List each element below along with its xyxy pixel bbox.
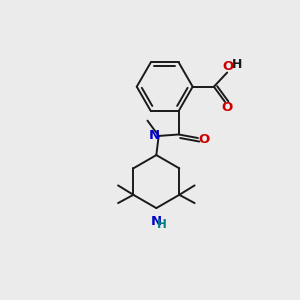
Text: H: H [232, 58, 243, 71]
Text: H: H [157, 218, 166, 231]
Text: O: O [199, 133, 210, 146]
Text: O: O [221, 101, 232, 114]
Text: N: N [151, 214, 162, 228]
Text: N: N [149, 129, 160, 142]
Text: O: O [222, 60, 233, 73]
